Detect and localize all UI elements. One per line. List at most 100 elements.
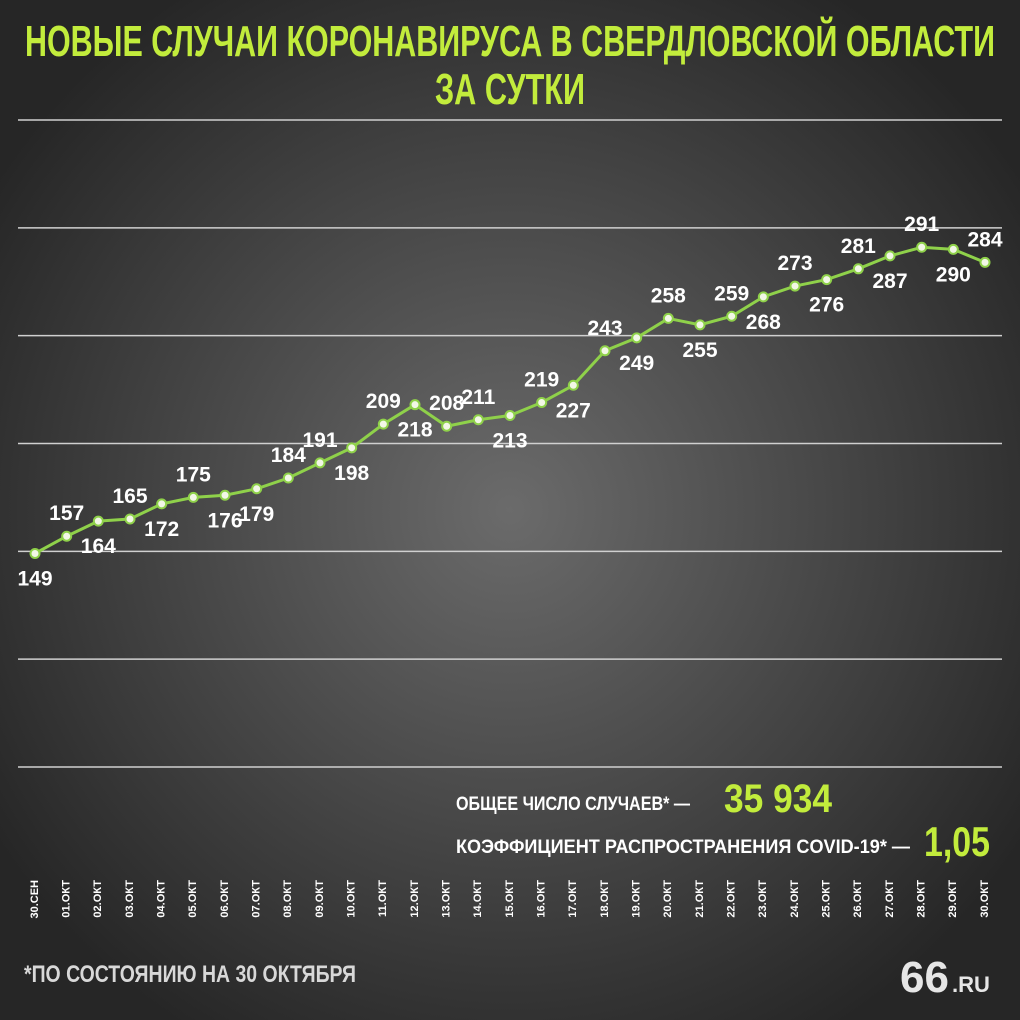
annotation-value: 35 934 [724, 777, 833, 821]
data-label: 243 [587, 317, 622, 340]
data-point [536, 397, 548, 409]
x-tick-label: 12.ОКТ [409, 880, 421, 918]
x-tick-label: 20.ОКТ [662, 880, 674, 918]
x-tick-label: 06.ОКТ [219, 880, 231, 918]
data-label: 227 [556, 399, 591, 422]
logo: .RU [952, 972, 990, 997]
data-label: 290 [936, 263, 971, 286]
data-point [662, 312, 674, 324]
data-label: 219 [524, 369, 559, 392]
data-point [377, 418, 389, 430]
data-point [187, 491, 199, 503]
x-tick-label: 03.ОКТ [124, 880, 136, 918]
x-tick-label: 19.ОКТ [631, 880, 643, 918]
data-point [92, 515, 104, 527]
data-label: 273 [777, 252, 812, 275]
x-tick-label: 24.ОКТ [789, 880, 801, 918]
data-point [61, 530, 73, 542]
data-point [441, 420, 453, 432]
x-tick-label: 28.ОКТ [916, 880, 928, 918]
data-label: 164 [81, 535, 116, 558]
x-tick-label: 27.ОКТ [884, 880, 896, 918]
data-label: 208 [429, 392, 464, 415]
data-point [821, 274, 833, 286]
footnote: *ПО СОСТОЯНИЮ НА 30 ОКТЯБРЯ [24, 961, 356, 988]
x-tick-label: 25.ОКТ [821, 880, 833, 918]
data-point [504, 409, 516, 421]
data-label: 172 [144, 518, 179, 541]
data-label: 176 [207, 509, 242, 532]
data-label: 211 [461, 386, 495, 409]
x-tick-label: 30.СЕН [29, 880, 41, 919]
data-label: 209 [366, 390, 401, 413]
data-point [631, 332, 643, 344]
data-label: 268 [746, 311, 781, 334]
data-label: 157 [49, 502, 84, 525]
x-tick-label: 30.ОКТ [979, 880, 991, 918]
data-point [29, 547, 41, 559]
x-tick-label: 15.ОКТ [504, 880, 516, 918]
data-label: 198 [334, 462, 369, 485]
data-point [346, 442, 358, 454]
data-point [757, 291, 769, 303]
data-point [314, 457, 326, 469]
annotation-label: КОЭФФИЦИЕНТ РАСПРОСТРАНЕНИЯ COVID-19* — [456, 837, 910, 858]
data-label: 249 [619, 352, 654, 375]
data-label: 284 [967, 228, 1002, 251]
x-tick-label: 05.ОКТ [187, 880, 199, 918]
x-tick-label: 18.ОКТ [599, 880, 611, 918]
data-point [694, 319, 706, 331]
data-label: 191 [302, 429, 337, 452]
annotation-value: 1,05 [924, 818, 990, 865]
x-tick-label: 11.ОКТ [377, 880, 389, 917]
chart-title: НОВЫЕ СЛУЧАИ КОРОНАВИРУСА В СВЕРДЛОВСКОЙ… [25, 15, 995, 66]
data-label: 291 [904, 213, 939, 236]
x-tick-label: 04.ОКТ [156, 880, 168, 918]
data-point [979, 256, 991, 268]
data-point [156, 498, 168, 510]
data-point [947, 243, 959, 255]
data-label: 149 [17, 567, 52, 590]
x-tick-label: 08.ОКТ [282, 880, 294, 918]
x-tick-label: 26.ОКТ [852, 880, 864, 918]
data-point [472, 414, 484, 426]
data-point [599, 345, 611, 357]
x-tick-label: 14.ОКТ [472, 880, 484, 918]
x-tick-label: 16.ОКТ [536, 880, 548, 918]
data-label: 175 [176, 463, 211, 486]
x-tick-label: 01.ОКТ [61, 880, 73, 918]
x-tick-label: 23.ОКТ [757, 880, 769, 918]
data-point [282, 472, 294, 484]
x-tick-label: 29.ОКТ [947, 880, 959, 918]
data-point [726, 310, 738, 322]
data-label: 179 [239, 503, 274, 526]
data-label: 218 [397, 419, 432, 442]
data-label: 258 [651, 284, 686, 307]
x-tick-label: 02.ОКТ [92, 880, 104, 918]
data-label: 281 [841, 235, 876, 258]
data-point [124, 513, 136, 525]
data-point [916, 241, 928, 253]
data-label: 184 [271, 444, 306, 467]
annotation-label: ОБЩЕЕ ЧИСЛО СЛУЧАЕВ* — [456, 794, 690, 815]
x-tick-label: 09.ОКТ [314, 880, 326, 918]
x-tick-label: 21.ОКТ [694, 880, 706, 918]
x-tick-label: 10.ОКТ [346, 880, 358, 918]
logo: 66 [900, 953, 949, 1002]
x-tick-label: 13.ОКТ [441, 880, 453, 918]
data-point [789, 280, 801, 292]
x-tick-label: 22.ОКТ [726, 880, 738, 918]
data-label: 255 [682, 339, 717, 362]
data-point [852, 263, 864, 275]
data-label: 259 [714, 282, 749, 305]
x-tick-label: 17.ОКТ [567, 880, 579, 918]
data-label: 276 [809, 294, 844, 317]
data-point [567, 379, 579, 391]
data-point [884, 250, 896, 262]
data-label: 213 [492, 429, 527, 452]
data-point [219, 489, 231, 501]
data-label: 287 [872, 270, 907, 293]
x-tick-label: 07.ОКТ [251, 880, 263, 918]
